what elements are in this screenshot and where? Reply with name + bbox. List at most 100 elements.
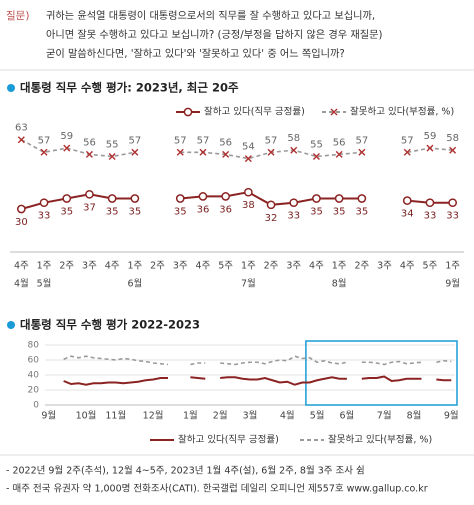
data-label: 57 <box>128 135 141 146</box>
month-label: 6월 <box>127 278 142 290</box>
data-label: 57 <box>265 135 278 146</box>
data-label: 32 <box>265 213 278 224</box>
point <box>334 194 344 203</box>
point <box>85 150 93 158</box>
point <box>267 148 275 156</box>
month-label: 4월 <box>14 278 29 290</box>
point <box>403 148 411 156</box>
x-tick-label: 1주 <box>127 261 142 272</box>
data-label: 35 <box>60 207 73 218</box>
point <box>131 148 139 156</box>
title-bullet <box>7 84 15 92</box>
x-tick-label: 12월 <box>143 410 164 422</box>
data-label: 36 <box>219 204 232 215</box>
month-label: 5월 <box>37 278 52 290</box>
x-tick-label: 5월 <box>310 410 325 422</box>
x-tick-label: 1월 <box>183 410 198 422</box>
x-tick-label: 10월 <box>76 410 97 422</box>
legend-label: 잘하고 있다(직무 긍정률) <box>204 106 305 118</box>
data-label: 54 <box>242 142 255 153</box>
series-line <box>63 355 452 366</box>
point <box>426 144 434 152</box>
question-line: 아니면 잘못 수행하고 있다고 보십니까? (긍정/부정을 답하지 않은 경우 … <box>46 28 383 41</box>
point <box>108 153 116 160</box>
data-label: 30 <box>15 217 28 228</box>
x-tick-label: 2주 <box>354 261 369 272</box>
point <box>17 136 25 144</box>
data-label: 35 <box>333 207 346 218</box>
point <box>107 194 117 203</box>
point <box>63 144 71 152</box>
data-label: 57 <box>355 135 368 146</box>
data-label: 59 <box>60 131 73 142</box>
data-label: 33 <box>287 211 300 222</box>
x-tick-label: 2주 <box>59 261 74 272</box>
x-tick-label: 2주 <box>150 261 165 272</box>
data-label: 35 <box>128 207 141 218</box>
data-label: 35 <box>310 207 323 218</box>
data-label: 57 <box>174 135 187 146</box>
question-line: 굳이 말씀하신다면, '잘하고 있다'와 '잘못하고 있다' 중 어느 쪽입니까… <box>46 47 345 60</box>
data-label: 36 <box>197 204 210 215</box>
chart-title: 대통령 직무 수행 평가: 2023년, 최근 20주 <box>20 81 239 95</box>
x-tick-label: 4주 <box>309 261 324 272</box>
point <box>62 194 72 203</box>
point <box>39 198 49 208</box>
point <box>183 107 193 117</box>
data-label: 57 <box>401 135 414 146</box>
x-tick-label: 1주 <box>332 261 347 272</box>
x-tick-label: 3주 <box>377 261 392 272</box>
point <box>85 189 94 199</box>
data-label: 35 <box>174 207 187 218</box>
point <box>221 192 230 201</box>
point <box>199 148 207 156</box>
x-tick-label: 2주 <box>264 261 279 272</box>
point <box>17 204 26 214</box>
data-label: 33 <box>446 211 459 222</box>
x-tick-label: 5주 <box>423 261 438 272</box>
y-tick-label: 40 <box>28 371 40 381</box>
point <box>290 146 298 154</box>
highlight-box <box>305 340 458 406</box>
y-tick-label: 60 <box>28 356 40 366</box>
data-label: 35 <box>355 207 368 218</box>
point <box>244 187 253 197</box>
question-line: 귀하는 윤석열 대통령이 대통령으로서의 직무를 잘 수행하고 있다고 보십니까… <box>46 9 375 22</box>
data-label: 34 <box>401 209 414 220</box>
data-label: 63 <box>15 123 28 134</box>
data-label: 33 <box>424 211 437 222</box>
point <box>40 148 48 156</box>
x-tick-label: 9월 <box>41 410 56 422</box>
x-tick-label: 8월 <box>407 410 422 422</box>
footnote: - 매주 전국 유권자 약 1,000명 전화조사(CATI). 한국갤럽 데일… <box>6 483 428 495</box>
x-tick-label: 1주 <box>445 261 460 272</box>
data-label: 33 <box>38 211 51 222</box>
legend-label: 잘하고 있다(직무 긍정률) <box>178 434 279 446</box>
chart-title: 대통령 직무 수행 평가 2022-2023 <box>20 318 200 332</box>
legend-label: 잘못하고 있다(부정률, %) <box>350 106 454 118</box>
x-tick-label: 1주 <box>37 261 52 272</box>
x-tick-label: 9월 <box>444 410 459 422</box>
x-tick-label: 3월 <box>243 410 258 422</box>
month-label: 8월 <box>332 278 347 290</box>
point <box>357 194 367 203</box>
x-tick-label: 3주 <box>173 261 188 272</box>
month-label: 7월 <box>241 278 256 290</box>
x-tick-label: 2월 <box>213 410 228 422</box>
x-tick-label: 3주 <box>82 261 97 272</box>
data-label: 58 <box>446 133 459 144</box>
data-label: 59 <box>424 131 437 142</box>
data-label: 37 <box>83 202 96 213</box>
data-label: 58 <box>287 133 300 144</box>
data-label: 35 <box>106 207 119 218</box>
point <box>358 148 366 156</box>
data-label: 55 <box>310 140 323 151</box>
x-tick-label: 1주 <box>241 261 256 272</box>
point <box>198 192 208 201</box>
x-tick-label: 5주 <box>218 261 233 272</box>
y-tick-label: 20 <box>28 386 40 396</box>
data-label: 38 <box>242 200 255 211</box>
point <box>266 200 276 210</box>
point <box>244 155 252 163</box>
